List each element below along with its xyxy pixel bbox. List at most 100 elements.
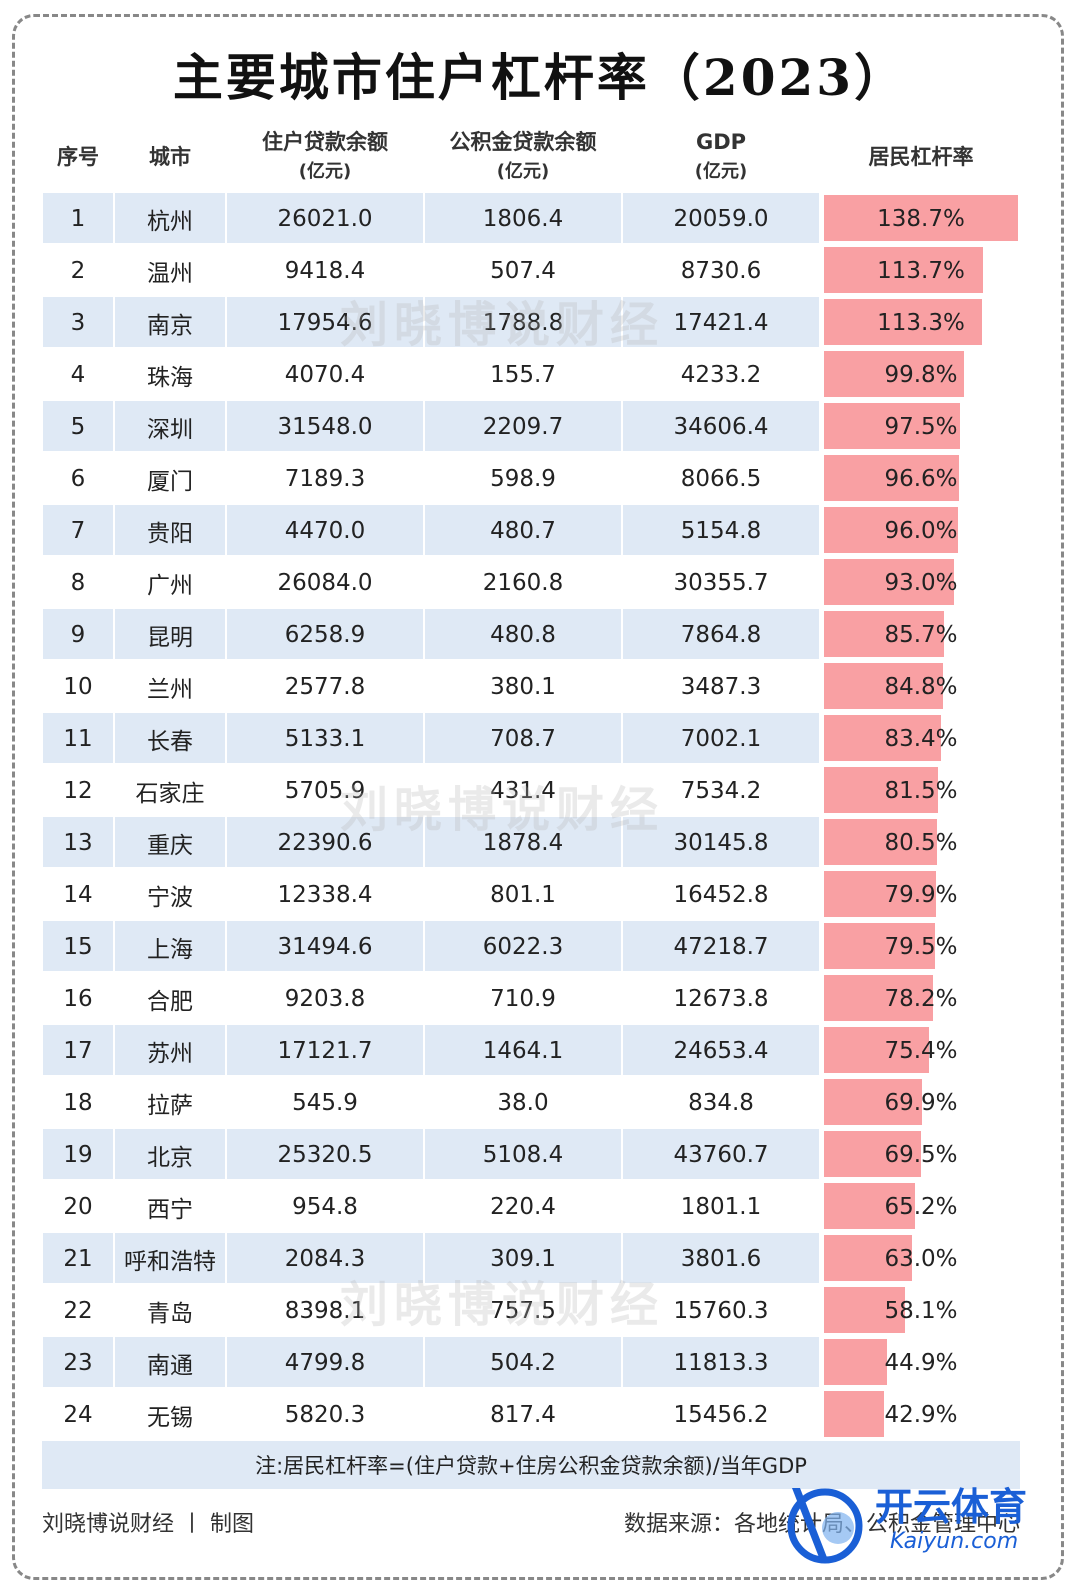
cell-background [227,609,423,659]
cell-rank: 14 [63,882,93,908]
leverage-bar [824,455,960,501]
cell-background [623,1337,819,1387]
cell-rank: 6 [70,466,86,492]
logo-k-stroke [792,1488,828,1560]
cell-fund: 2209.7 [482,414,564,440]
leverage-bar [824,923,936,969]
cell-fund: 220.4 [490,1194,556,1220]
cell-fund: 710.9 [490,986,556,1012]
table-row: 7 贵阳 4470.0 480.7 5154.8 96.0% [42,505,1020,557]
cell-background [43,1337,113,1387]
cell-leverage: 78.2% [884,986,958,1012]
cell-leverage: 113.7% [877,258,965,284]
table-row: 10 兰州 2577.8 380.1 3487.3 84.8% [42,661,1020,713]
cell-rank: 21 [63,1246,93,1272]
cell-background [115,713,225,763]
cell-leverage: 113.3% [877,310,965,336]
cell-leverage: 44.9% [884,1350,958,1376]
page-frame [12,14,1064,1580]
cell-city: 重庆 [147,833,193,859]
cell-background [43,921,113,971]
table-row: 24 无锡 5820.3 817.4 15456.2 42.9% [42,1389,1020,1441]
cell-loan: 31548.0 [277,414,373,440]
cell-background [115,401,225,451]
logo-subtext: Kaiyun.com [890,1529,1018,1554]
table-row: 19 北京 25320.5 5108.4 43760.7 69.5% [42,1129,1020,1181]
cell-rank: 1 [70,206,86,232]
cell-leverage: 80.5% [884,830,958,856]
cell-gdp: 4233.2 [680,362,762,388]
cell-city: 长春 [147,729,193,755]
leverage-bar [824,715,941,761]
header-leverage: 居民杠杆率 [868,145,974,169]
cell-fund: 598.9 [490,466,556,492]
cell-city: 呼和浩特 [124,1249,216,1275]
cell-background [115,921,225,971]
leverage-bar [824,351,964,397]
cell-background [623,401,819,451]
cell-background [227,1129,423,1179]
cell-leverage: 79.5% [884,934,958,960]
cell-fund: 817.4 [490,1402,556,1428]
cell-leverage: 84.8% [884,674,958,700]
cell-rank: 7 [70,518,86,544]
cell-city: 苏州 [147,1041,193,1067]
cell-background [425,297,621,347]
cell-loan: 9418.4 [284,258,366,284]
cell-gdp: 7864.8 [680,622,762,648]
leverage-bar [824,247,984,293]
cell-rank: 12 [63,778,93,804]
cell-city: 兰州 [147,677,193,703]
cell-rank: 9 [70,622,86,648]
cell-background [43,817,113,867]
cell-fund: 5108.4 [482,1142,564,1168]
cell-leverage: 97.5% [884,414,958,440]
cell-leverage: 85.7% [884,622,958,648]
cell-city: 合肥 [147,989,193,1015]
cell-gdp: 15456.2 [673,1402,769,1428]
cell-background [43,297,113,347]
cell-loan: 8398.1 [284,1298,366,1324]
cell-rank: 18 [63,1090,93,1116]
cell-background [425,1025,621,1075]
cell-gdp: 3801.6 [680,1246,762,1272]
cell-loan: 5820.3 [284,1402,366,1428]
cell-background [227,713,423,763]
cell-background [425,1129,621,1179]
cell-background [623,1233,819,1283]
header-loan: 住户贷款余额 (亿元) [262,130,388,182]
cell-gdp: 11813.3 [673,1350,769,1376]
cell-city: 深圳 [147,417,193,443]
cell-loan: 954.8 [292,1194,358,1220]
leverage-bar [824,1027,930,1073]
cell-rank: 13 [63,830,93,856]
cell-city: 厦门 [147,469,193,495]
table-header: 序号 城市 住户贷款余额 (亿元) 公积金贷款余额 (亿元) GDP (亿元) 居民杠… [42,122,1020,192]
leverage-bar [824,975,934,1021]
cell-rank: 5 [70,414,86,440]
cell-background [43,609,113,659]
table-row: 2 温州 9418.4 507.4 8730.6 113.7% [42,245,1020,297]
header-city: 城市 [149,145,191,169]
cell-loan: 17954.6 [277,310,373,336]
cell-loan: 31494.6 [277,934,373,960]
cell-gdp: 17421.4 [673,310,769,336]
cell-fund: 708.7 [490,726,556,752]
leverage-bar [824,1287,906,1333]
cell-leverage: 58.1% [884,1298,958,1324]
cell-loan: 9203.8 [284,986,366,1012]
cell-background [623,921,819,971]
page-title: 主要城市住户杠杆率（2023） [172,48,908,107]
cell-background [115,1129,225,1179]
leverage-bar [824,871,936,917]
cell-leverage: 96.0% [884,518,958,544]
cell-rank: 2 [70,258,86,284]
cell-leverage: 93.0% [884,570,958,596]
cell-fund: 38.0 [497,1090,549,1116]
cell-background [227,921,423,971]
leverage-bar [824,1391,884,1437]
cell-city: 北京 [147,1145,193,1171]
table-row: 8 广州 26084.0 2160.8 30355.7 93.0% [42,557,1020,609]
cell-city: 无锡 [147,1405,193,1431]
cell-fund: 380.1 [490,674,556,700]
